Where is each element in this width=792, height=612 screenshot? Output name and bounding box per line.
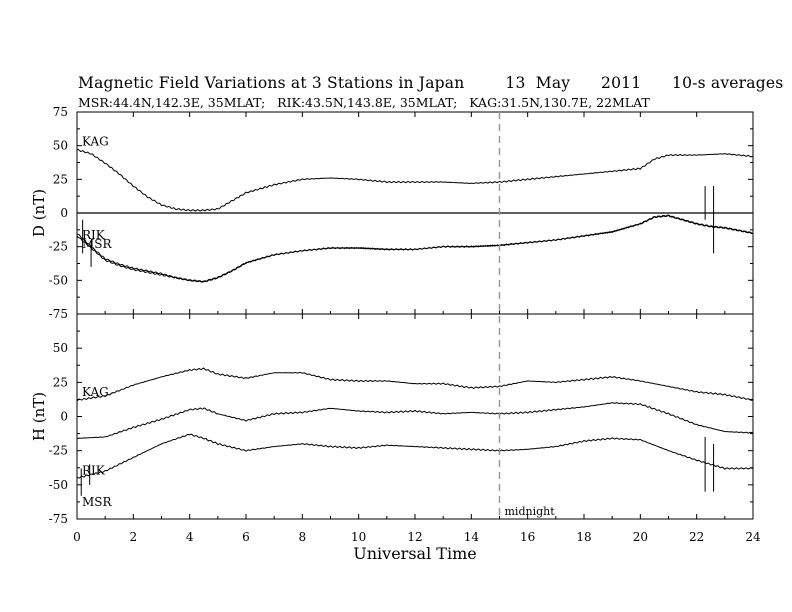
series-label: RIK	[82, 463, 106, 477]
series-label: MSR	[82, 495, 113, 509]
y-tick-label: 0	[60, 206, 68, 220]
y-tick-label: 75	[53, 105, 68, 119]
y-tick-label: -25	[49, 240, 68, 254]
series-line-kag	[76, 367, 754, 402]
midnight-label: midnight	[505, 505, 556, 518]
y-tick-label: 50	[53, 139, 68, 153]
y-tick-label: -75	[49, 307, 68, 321]
x-tick-label: 16	[520, 530, 535, 544]
x-tick-label: 24	[745, 530, 761, 544]
chart-subtitle: MSR:44.4N,142.3E, 35MLAT; RIK:43.5N,143.…	[78, 95, 650, 110]
x-tick-label: 18	[576, 530, 591, 544]
x-axis-label: Universal Time	[353, 544, 476, 563]
x-tick-label: 4	[186, 530, 194, 544]
panel-frame	[76, 313, 754, 520]
x-tick-label: 6	[242, 530, 250, 544]
x-tick-label: 12	[407, 530, 422, 544]
y-tick-label: 25	[53, 375, 68, 389]
y-axis-label: H (nT)	[30, 392, 48, 441]
y-tick-label: 0	[60, 410, 68, 424]
series-label: KAG	[82, 135, 109, 149]
series-line-msr	[76, 433, 754, 479]
series-label: RIK	[82, 228, 106, 242]
chart-title: Magnetic Field Variations at 3 Stations …	[78, 74, 784, 92]
x-tick-label: 10	[351, 530, 366, 544]
y-tick-label: -50	[49, 273, 68, 287]
y-tick-label: -75	[49, 512, 68, 526]
y-tick-label: -25	[49, 444, 68, 458]
x-tick-label: 8	[299, 530, 307, 544]
y-tick-label: -50	[49, 478, 68, 492]
y-tick-label: 50	[53, 341, 68, 355]
series-label: KAG	[82, 385, 109, 399]
y-tick-label: 25	[53, 172, 68, 186]
series-line-msr	[76, 214, 754, 283]
series-label: MSR	[82, 237, 113, 251]
x-tick-label: 14	[464, 530, 480, 544]
x-tick-label: 20	[633, 530, 648, 544]
x-tick-label: 22	[689, 530, 704, 544]
x-tick-label: 2	[130, 530, 138, 544]
series-line-rik	[76, 402, 754, 440]
x-tick-label: 0	[73, 530, 81, 544]
y-axis-label: D (nT)	[30, 189, 48, 237]
series-line-kag	[76, 148, 754, 212]
